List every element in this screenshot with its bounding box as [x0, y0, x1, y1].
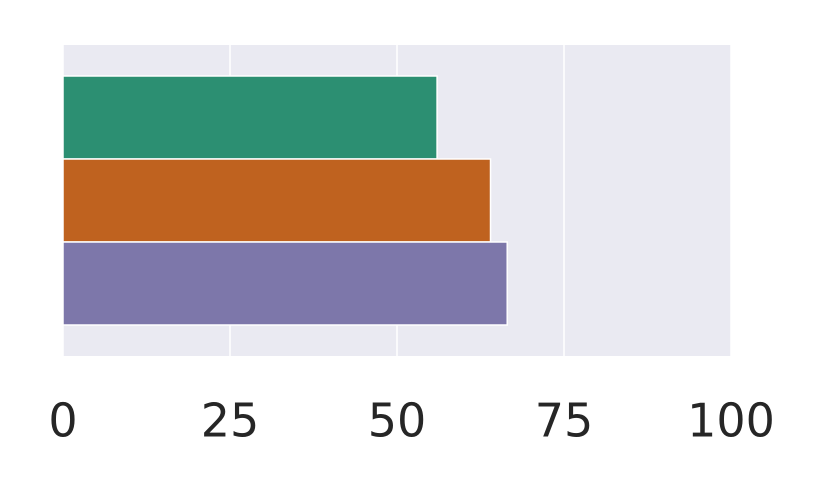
x-tick-label: 25 [201, 394, 260, 448]
bar [62, 241, 508, 326]
bar [62, 158, 492, 243]
x-tick-label: 100 [687, 394, 775, 448]
x-tick-label: 0 [48, 394, 77, 448]
x-tick-label: 50 [368, 394, 427, 448]
x-tick-label: 75 [535, 394, 594, 448]
bar [62, 75, 438, 160]
